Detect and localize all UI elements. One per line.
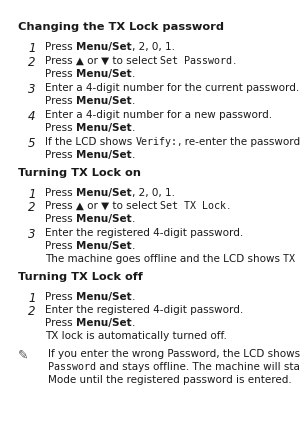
Text: Enter a 4-digit number for the current password.: Enter a 4-digit number for the current p… — [45, 83, 299, 93]
Text: Press ▲ or ▼ to select: Press ▲ or ▼ to select — [45, 201, 160, 211]
Text: Menu/Set: Menu/Set — [76, 188, 131, 198]
Text: If the LCD shows: If the LCD shows — [45, 137, 136, 147]
Text: , 2, 0, 1.: , 2, 0, 1. — [131, 42, 175, 52]
Text: 3: 3 — [28, 228, 35, 241]
Text: Mode until the registered password is entered.: Mode until the registered password is en… — [48, 375, 292, 385]
Text: .: . — [131, 241, 135, 251]
Text: Press: Press — [45, 188, 76, 198]
Text: Menu/Set: Menu/Set — [76, 69, 131, 79]
Text: Press: Press — [45, 214, 76, 224]
Text: ✎: ✎ — [18, 349, 28, 362]
Text: Turning TX Lock on: Turning TX Lock on — [18, 168, 141, 178]
Text: Press: Press — [45, 42, 76, 52]
Text: Press: Press — [45, 69, 76, 79]
Text: If you enter the wrong Password, the LCD shows: If you enter the wrong Password, the LCD… — [48, 349, 300, 359]
Text: .: . — [226, 201, 230, 211]
Text: TX lock is automatically turned off.: TX lock is automatically turned off. — [45, 331, 227, 341]
Text: Menu/Set: Menu/Set — [76, 241, 131, 251]
Text: 2: 2 — [28, 56, 35, 69]
Text: Press: Press — [45, 123, 76, 133]
Text: Press: Press — [45, 96, 76, 106]
Text: Menu/Set: Menu/Set — [76, 96, 131, 106]
Text: Menu/Set: Menu/Set — [76, 318, 131, 328]
Text: 5: 5 — [28, 137, 35, 150]
Text: .: . — [131, 150, 135, 160]
Text: The machine goes offline and the LCD shows: The machine goes offline and the LCD sho… — [45, 254, 283, 264]
Text: .: . — [131, 292, 135, 302]
Text: Set TX Lock: Set TX Lock — [160, 201, 226, 211]
Text: 2: 2 — [28, 201, 35, 214]
Text: Press: Press — [45, 292, 76, 302]
Text: Turning TX Lock off: Turning TX Lock off — [18, 272, 143, 282]
Text: Changing the TX Lock password: Changing the TX Lock password — [18, 22, 224, 32]
Text: Password: Password — [48, 362, 96, 372]
Text: 1: 1 — [28, 292, 35, 305]
Text: Press: Press — [45, 318, 76, 328]
Text: Menu/Set: Menu/Set — [76, 214, 131, 224]
Text: Menu/Set: Menu/Set — [76, 292, 131, 302]
Text: Press: Press — [45, 241, 76, 251]
Text: Enter a 4-digit number for a new password.: Enter a 4-digit number for a new passwor… — [45, 110, 272, 120]
Text: .: . — [131, 318, 135, 328]
Text: 3: 3 — [28, 83, 35, 96]
Text: Set Password: Set Password — [160, 56, 232, 66]
Text: 4: 4 — [28, 110, 35, 123]
Text: , re-enter the password.: , re-enter the password. — [178, 137, 300, 147]
Text: .: . — [131, 96, 135, 106]
Text: .: . — [131, 123, 135, 133]
Text: Press ▲ or ▼ to select: Press ▲ or ▼ to select — [45, 56, 160, 66]
Text: Menu/Set: Menu/Set — [76, 42, 131, 52]
Text: and stays offline. The machine will stay in TX Lock: and stays offline. The machine will stay… — [96, 362, 300, 372]
Text: .: . — [131, 214, 135, 224]
Text: Menu/Set: Menu/Set — [76, 150, 131, 160]
Text: 1: 1 — [28, 188, 35, 201]
Text: .: . — [131, 69, 135, 79]
Text: TX Lock Mode: TX Lock Mode — [283, 254, 300, 264]
Text: Verify:: Verify: — [136, 137, 178, 147]
Text: Press: Press — [45, 150, 76, 160]
Text: .: . — [232, 56, 236, 66]
Text: 2: 2 — [28, 305, 35, 318]
Text: Enter the registered 4-digit password.: Enter the registered 4-digit password. — [45, 228, 243, 238]
Text: 1: 1 — [28, 42, 35, 55]
Text: Menu/Set: Menu/Set — [76, 123, 131, 133]
Text: Enter the registered 4-digit password.: Enter the registered 4-digit password. — [45, 305, 243, 315]
Text: , 2, 0, 1.: , 2, 0, 1. — [131, 188, 175, 198]
